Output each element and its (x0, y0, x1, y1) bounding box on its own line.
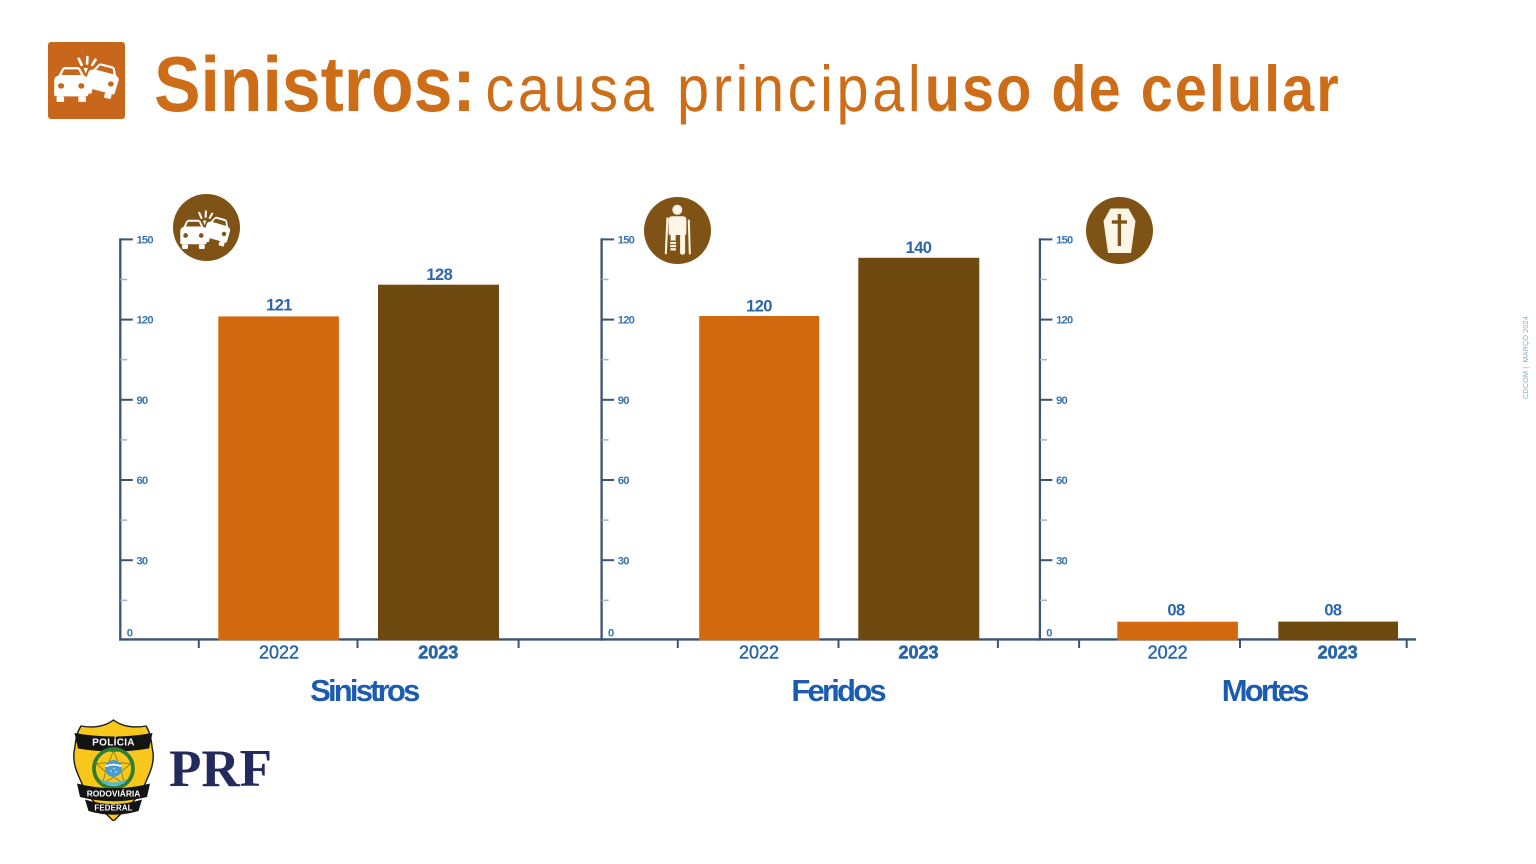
svg-text:2022: 2022 (259, 643, 299, 663)
svg-text:150: 150 (618, 235, 635, 247)
svg-text:120: 120 (1056, 315, 1073, 327)
svg-text:90: 90 (618, 395, 629, 407)
svg-text:150: 150 (1056, 235, 1073, 247)
svg-text:2023: 2023 (418, 643, 458, 663)
svg-text:08: 08 (1167, 602, 1185, 620)
svg-text:140: 140 (906, 239, 932, 257)
svg-text:128: 128 (426, 266, 452, 284)
svg-text:2023: 2023 (1318, 643, 1358, 663)
svg-text:FEDERAL: FEDERAL (94, 804, 132, 813)
svg-text:120: 120 (618, 315, 635, 327)
svg-text:120: 120 (746, 298, 772, 316)
svg-text:0: 0 (127, 628, 133, 640)
svg-text:60: 60 (137, 475, 148, 487)
svg-text:2023: 2023 (898, 643, 938, 663)
svg-text:150: 150 (137, 235, 154, 247)
svg-text:RODOVIÁRIA: RODOVIÁRIA (87, 788, 141, 799)
svg-text:121: 121 (266, 297, 292, 315)
svg-text:30: 30 (137, 555, 148, 567)
svg-text:0: 0 (608, 628, 614, 640)
svg-text:POLÍCIA: POLÍCIA (92, 736, 135, 749)
svg-text:120: 120 (137, 315, 154, 327)
svg-text:30: 30 (618, 555, 629, 567)
svg-text:0: 0 (1046, 628, 1052, 640)
svg-text:30: 30 (1056, 555, 1067, 567)
svg-text:60: 60 (1056, 475, 1067, 487)
svg-text:2022: 2022 (739, 643, 779, 663)
svg-text:90: 90 (1056, 395, 1067, 407)
svg-text:08: 08 (1324, 602, 1342, 620)
svg-text:90: 90 (137, 395, 148, 407)
svg-text:60: 60 (618, 475, 629, 487)
svg-text:2022: 2022 (1148, 643, 1188, 663)
